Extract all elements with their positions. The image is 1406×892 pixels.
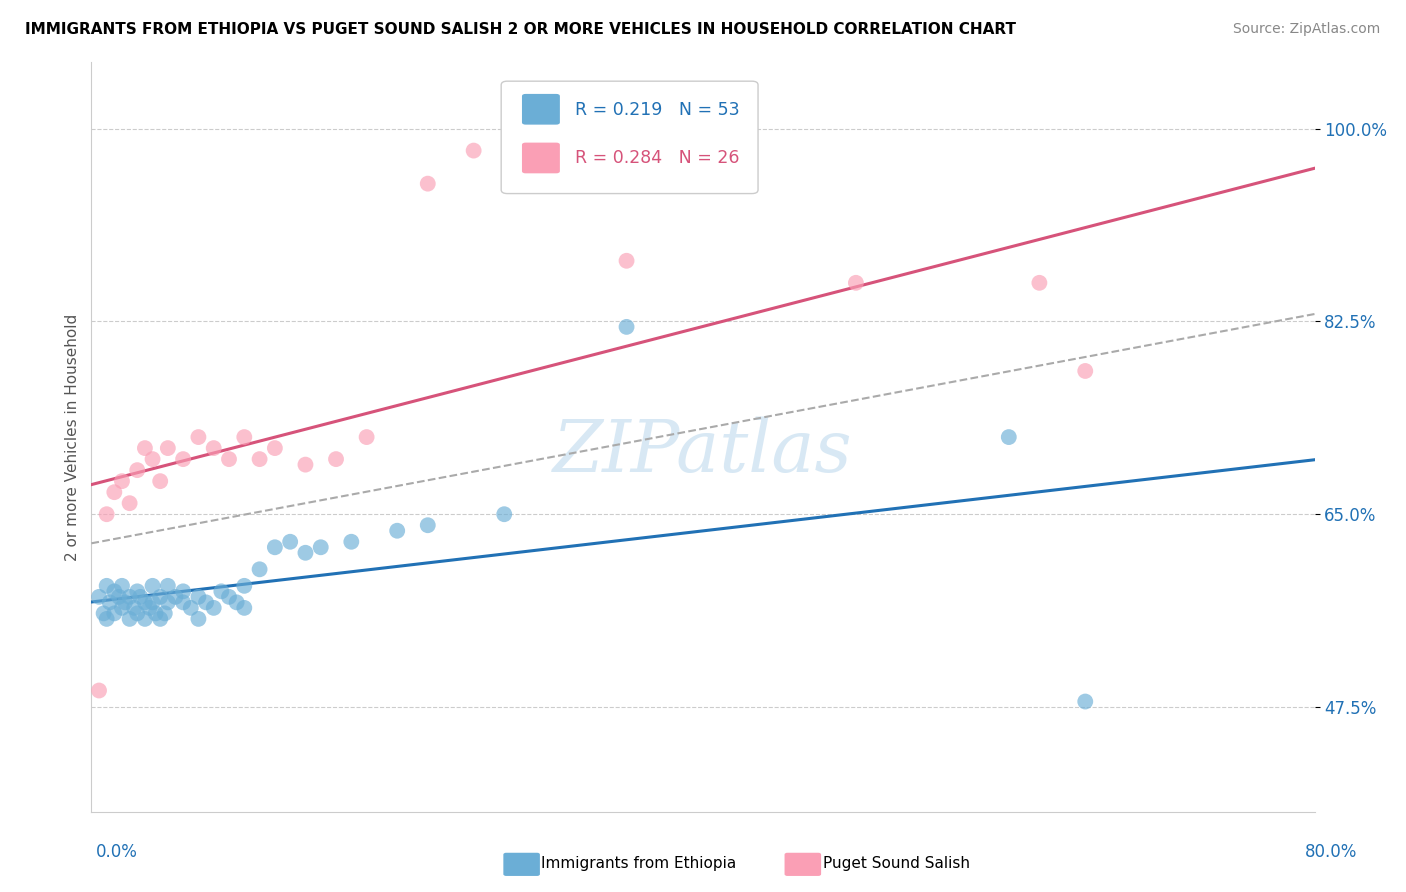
Point: [127, 463, 149, 477]
Point: [233, 430, 256, 444]
Point: [111, 474, 134, 488]
Point: [165, 590, 187, 604]
Point: [202, 600, 225, 615]
Point: [1074, 364, 1097, 378]
Text: 0.0%: 0.0%: [96, 843, 138, 861]
Point: [249, 452, 271, 467]
Point: [616, 253, 638, 268]
Point: [187, 612, 209, 626]
Point: [325, 452, 347, 467]
Point: [225, 595, 247, 609]
Point: [114, 595, 136, 609]
Point: [134, 441, 156, 455]
Point: [111, 579, 134, 593]
Point: [416, 518, 439, 533]
Point: [87, 590, 110, 604]
Text: 80.0%: 80.0%: [1305, 843, 1357, 861]
Point: [138, 600, 160, 615]
Point: [202, 441, 225, 455]
Point: [385, 524, 409, 538]
Point: [340, 534, 363, 549]
Point: [118, 612, 141, 626]
Point: [118, 496, 141, 510]
Text: Immigrants from Ethiopia: Immigrants from Ethiopia: [541, 856, 737, 871]
Point: [103, 607, 125, 621]
Point: [87, 683, 110, 698]
Point: [103, 485, 125, 500]
Point: [96, 507, 118, 521]
Point: [463, 144, 485, 158]
Point: [209, 584, 232, 599]
Point: [172, 452, 194, 467]
Point: [998, 430, 1021, 444]
Point: [218, 452, 240, 467]
Point: [153, 607, 176, 621]
Point: [278, 534, 301, 549]
Point: [111, 600, 134, 615]
Point: [156, 441, 179, 455]
Point: [233, 579, 256, 593]
Point: [294, 546, 316, 560]
Point: [149, 474, 172, 488]
Point: [129, 590, 152, 604]
Y-axis label: 2 or more Vehicles in Household: 2 or more Vehicles in Household: [65, 313, 80, 561]
Point: [309, 541, 332, 555]
Point: [218, 590, 240, 604]
Point: [494, 507, 516, 521]
Text: Puget Sound Salish: Puget Sound Salish: [823, 856, 970, 871]
Point: [172, 584, 194, 599]
Point: [264, 541, 287, 555]
Point: [103, 584, 125, 599]
Point: [108, 590, 131, 604]
FancyBboxPatch shape: [501, 81, 758, 194]
Point: [127, 584, 149, 599]
Point: [180, 600, 202, 615]
Point: [845, 276, 868, 290]
Text: R = 0.284   N = 26: R = 0.284 N = 26: [575, 149, 740, 168]
Point: [127, 607, 149, 621]
Point: [141, 452, 163, 467]
Point: [356, 430, 378, 444]
Point: [93, 607, 115, 621]
Point: [249, 562, 271, 576]
Point: [118, 590, 141, 604]
Point: [1074, 694, 1097, 708]
Point: [122, 600, 145, 615]
Point: [1028, 276, 1050, 290]
Point: [616, 319, 638, 334]
Point: [134, 595, 156, 609]
Point: [294, 458, 316, 472]
Point: [187, 590, 209, 604]
Point: [96, 612, 118, 626]
Point: [96, 579, 118, 593]
Point: [149, 612, 172, 626]
Point: [156, 595, 179, 609]
Point: [172, 595, 194, 609]
FancyBboxPatch shape: [522, 143, 560, 173]
Text: R = 0.219   N = 53: R = 0.219 N = 53: [575, 101, 740, 119]
Point: [416, 177, 439, 191]
FancyBboxPatch shape: [522, 94, 560, 125]
Point: [187, 430, 209, 444]
Point: [149, 590, 172, 604]
Point: [98, 595, 121, 609]
Point: [156, 579, 179, 593]
Text: IMMIGRANTS FROM ETHIOPIA VS PUGET SOUND SALISH 2 OR MORE VEHICLES IN HOUSEHOLD C: IMMIGRANTS FROM ETHIOPIA VS PUGET SOUND …: [25, 22, 1017, 37]
Point: [264, 441, 287, 455]
Point: [145, 607, 167, 621]
Point: [141, 595, 163, 609]
Text: ZIPatlas: ZIPatlas: [553, 417, 853, 487]
Point: [134, 612, 156, 626]
Point: [233, 600, 256, 615]
Text: Source: ZipAtlas.com: Source: ZipAtlas.com: [1233, 22, 1381, 37]
Point: [195, 595, 218, 609]
Point: [141, 579, 163, 593]
